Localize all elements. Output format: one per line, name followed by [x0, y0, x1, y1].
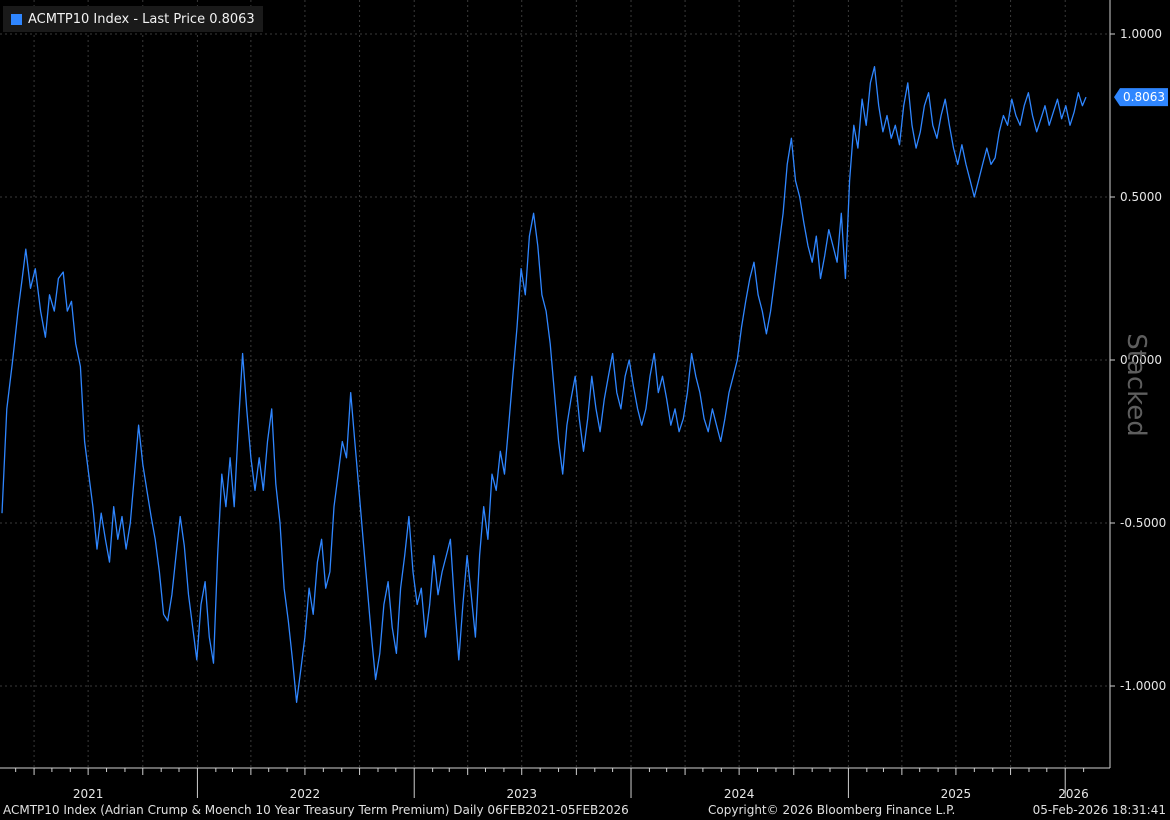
y-tick-label: 0.0000 [1120, 353, 1162, 367]
last-price-tag: 0.8063 [1114, 88, 1168, 107]
y-tick-label: 1.0000 [1120, 27, 1162, 41]
x-tick-label: 2022 [290, 787, 321, 801]
x-tick-label: 2021 [73, 787, 104, 801]
legend-label: ACMTP10 Index - Last Price 0.8063 [28, 11, 255, 27]
vertical-gridlines [33, 0, 1066, 768]
series-line-acmtp10 [1, 65, 1087, 703]
last-price-tag-shape [1114, 88, 1168, 107]
y-tick-label: -0.5000 [1120, 516, 1166, 530]
y-axis-ticks: 1.0000 0.5000 0.0000 -0.5000 -1.0000 [1110, 27, 1166, 693]
stacked-watermark-text: Stacked [1121, 333, 1151, 437]
last-price-tag-label: 0.8063 [1123, 90, 1165, 104]
x-tick-label: 2026 [1058, 787, 1089, 801]
x-axis-ticks: 2021 2022 2023 2024 2025 2026 [15, 768, 1089, 801]
legend-swatch [11, 13, 22, 25]
horizontal-gridlines [0, 33, 1110, 687]
y-tick-label: -1.0000 [1120, 679, 1166, 693]
chart-legend: ACMTP10 Index - Last Price 0.8063 [3, 6, 263, 32]
footer-copyright: Copyright© 2026 Bloomberg Finance L.P. [708, 803, 956, 817]
y-tick-label: 0.5000 [1120, 190, 1162, 204]
footer-description: ACMTP10 Index (Adrian Crump & Moench 10 … [3, 803, 629, 817]
x-tick-label: 2025 [941, 787, 972, 801]
x-tick-label: 2024 [724, 787, 755, 801]
x-tick-label: 2023 [506, 787, 537, 801]
footer-timestamp: 05-Feb-2026 18:31:41 [1032, 803, 1166, 817]
